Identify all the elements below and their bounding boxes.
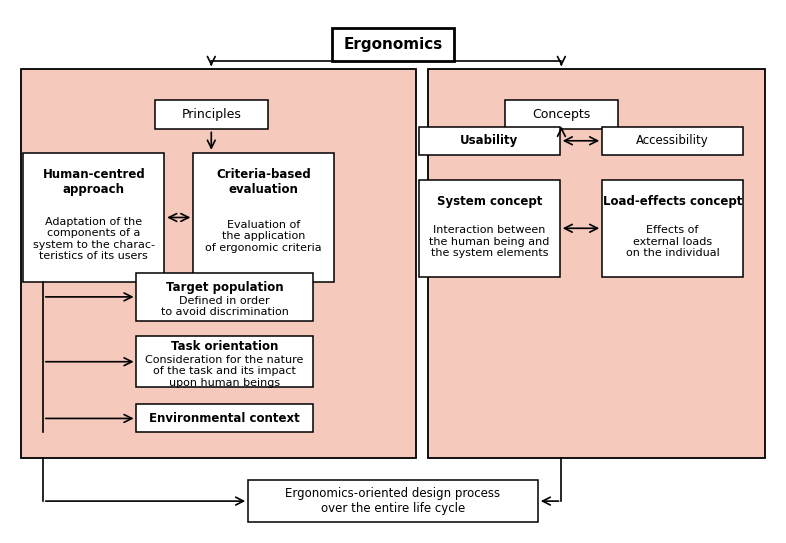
Text: Load-effects concept: Load-effects concept (603, 195, 742, 208)
Text: Task orientation: Task orientation (171, 340, 278, 353)
Text: Accessibility: Accessibility (636, 134, 709, 147)
Text: Environmental context: Environmental context (149, 412, 300, 425)
Bar (602, 127, 743, 155)
Text: Ergonomics-oriented design process
over the entire life cycle: Ergonomics-oriented design process over … (285, 487, 501, 515)
Text: Criteria-based
evaluation: Criteria-based evaluation (216, 168, 311, 197)
Text: Human-centred
approach: Human-centred approach (42, 168, 145, 197)
Bar (137, 405, 313, 432)
Text: Consideration for the nature
of the task and its impact
upon human beings: Consideration for the nature of the task… (145, 355, 304, 388)
Text: System concept: System concept (437, 195, 542, 208)
Bar (602, 180, 743, 277)
Bar (419, 180, 560, 277)
Bar (193, 153, 334, 282)
Text: Concepts: Concepts (532, 109, 590, 121)
Text: Principles: Principles (182, 109, 241, 121)
Text: Target population: Target population (166, 281, 284, 294)
Text: Adaptation of the
components of a
system to the charac-
teristics of its users: Adaptation of the components of a system… (33, 217, 155, 262)
Text: Effects of
external loads
on the individual: Effects of external loads on the individ… (626, 225, 719, 258)
Text: Defined in order
to avoid discrimination: Defined in order to avoid discrimination (160, 296, 288, 318)
Bar (419, 127, 560, 155)
Bar (248, 480, 538, 522)
Text: Usability: Usability (461, 134, 519, 147)
Bar (137, 273, 313, 321)
Bar (21, 69, 417, 458)
Text: Ergonomics: Ergonomics (343, 37, 443, 52)
Bar (428, 69, 765, 458)
Bar (155, 100, 268, 129)
Bar (332, 28, 454, 61)
Bar (137, 336, 313, 387)
Text: Evaluation of
the application
of ergonomic criteria: Evaluation of the application of ergonom… (205, 220, 322, 253)
Bar (24, 153, 164, 282)
Text: Interaction between
the human being and
the system elements: Interaction between the human being and … (429, 225, 549, 258)
Bar (505, 100, 618, 129)
